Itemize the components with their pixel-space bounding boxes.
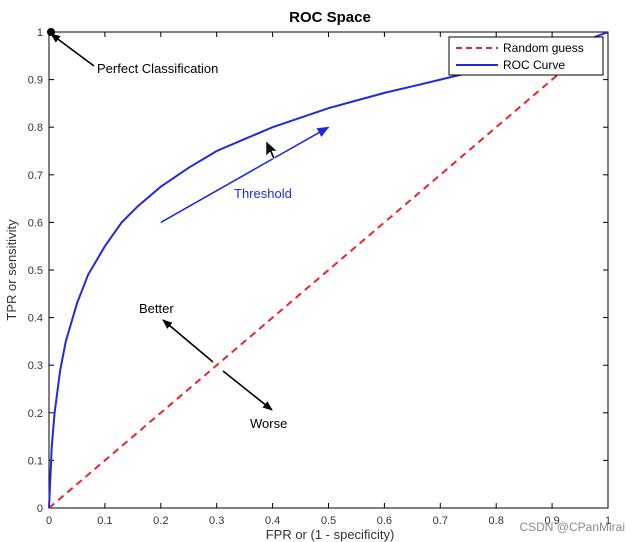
x-tick-label: 0.6	[377, 515, 392, 527]
x-tick-label: 0.9	[544, 515, 559, 527]
x-tick-label: 0.3	[209, 515, 224, 527]
perfect-classification-arrow	[50, 33, 95, 67]
x-tick-label: 0	[46, 515, 52, 527]
y-tick-label: 0.7	[28, 170, 43, 182]
y-tick-label: 1	[37, 27, 43, 39]
x-tick-label: 0.8	[489, 515, 504, 527]
watermark: CSDN @CPanMirai	[519, 520, 625, 534]
y-tick-label: 0	[37, 503, 43, 515]
legend-label-random-guess: Random guess	[503, 41, 584, 55]
x-tick-label: 0.7	[433, 515, 448, 527]
worse-label: Worse	[250, 416, 287, 431]
y-axis-label: TPR or sensitivity	[4, 219, 19, 321]
y-tick-label: 0.2	[28, 408, 43, 420]
worse-arrow	[222, 370, 273, 411]
chart-title: ROC Space	[289, 9, 371, 26]
better-label: Better	[139, 301, 174, 316]
y-tick-label: 0.4	[28, 313, 43, 325]
legend-box	[448, 36, 604, 76]
y-tick-label: 0.3	[28, 360, 43, 372]
y-tick-label: 0.6	[28, 217, 43, 229]
x-tick-label: 0.5	[321, 515, 336, 527]
random-guess-line	[48, 31, 609, 509]
legend-label-roc-curve: ROC Curve	[503, 58, 565, 72]
x-tick-label: 0.4	[265, 515, 280, 527]
perfect-classification-label: Perfect Classification	[97, 61, 218, 76]
y-tick-label: 0.9	[28, 75, 43, 87]
x-axis-label: FPR or (1 - specificity)	[266, 527, 395, 542]
threshold-label: Threshold	[234, 186, 292, 201]
better-arrow	[162, 319, 214, 363]
threshold-arrow	[160, 126, 330, 224]
mouse-cursor-icon	[265, 140, 278, 160]
y-axis-ticks: 0 0.1 0.2 0.3 0.4 0.5 0.6 0.7 0.8 0.9 1	[28, 27, 608, 515]
legend: Random guess ROC Curve	[448, 36, 604, 76]
x-tick-label: 1	[605, 515, 611, 527]
x-tick-label: 0.1	[97, 515, 112, 527]
x-tick-label: 0.2	[153, 515, 168, 527]
y-tick-label: 0.5	[28, 265, 43, 277]
x-axis-ticks: 0 0.1 0.2 0.3 0.4 0.5 0.6 0.7 0.8 0.9 1	[46, 32, 611, 527]
y-tick-label: 0.8	[28, 122, 43, 134]
y-tick-label: 0.1	[28, 455, 43, 467]
